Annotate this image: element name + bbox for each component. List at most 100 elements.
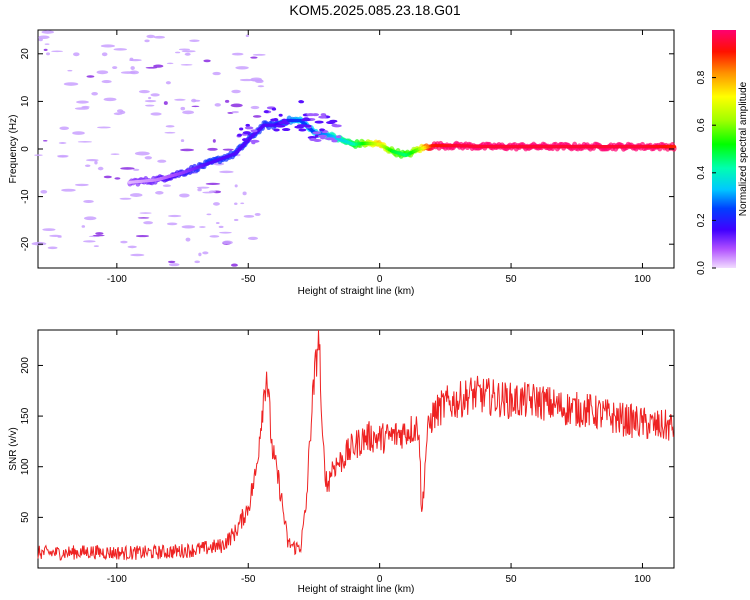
heatmap-noise-blob <box>231 110 239 114</box>
heatmap-noise-blob <box>175 51 181 54</box>
heatmap-noise-blob <box>214 103 221 107</box>
heatmap-noise-blob <box>93 245 99 248</box>
heatmap-noise-blob <box>212 71 221 76</box>
heatmap-noise-blob <box>166 62 174 65</box>
heatmap-scatter-cell <box>249 139 260 143</box>
heatmap-noise-blob <box>212 139 216 143</box>
heatmap-noise-blob <box>213 202 220 206</box>
heatmap-noise-blob <box>178 48 191 51</box>
heatmap-noise-blob <box>144 156 152 160</box>
x-tick-label: 100 <box>634 274 651 285</box>
heatmap-noise-blob <box>94 160 98 165</box>
heatmap-noise-blob <box>209 235 220 238</box>
heatmap-noise-blob <box>129 57 134 62</box>
heatmap-noise-blob <box>38 38 43 42</box>
heatmap-noise-blob <box>155 191 164 195</box>
heatmap-noise-blob <box>129 193 143 197</box>
heatmap-noise-blob <box>180 148 194 152</box>
heatmap-noise-blob <box>133 168 140 171</box>
heatmap-noise-blob <box>184 52 191 56</box>
heatmap-noise-blob <box>243 215 255 218</box>
heatmap-noise-blob <box>182 110 195 115</box>
heatmap-noise-blob <box>222 240 233 245</box>
heatmap-noise-blob <box>40 189 48 194</box>
heatmap-noise-blob <box>112 66 118 70</box>
heatmap-noise-blob <box>222 148 234 151</box>
heatmap-noise-blob <box>77 141 92 143</box>
y-tick-label: 20 <box>20 48 31 60</box>
colorbar-tick-label: 0.2 <box>696 213 707 227</box>
heatmap-noise-blob <box>145 66 158 69</box>
spectrogram-x-label: Height of straight line (km) <box>298 286 415 297</box>
colorbar-ticks: 0.0 0.2 0.4 0.6 0.8 <box>696 70 716 275</box>
heatmap-noise-blob <box>110 153 120 156</box>
heatmap-scatter-cell <box>273 128 280 132</box>
heatmap-scatter-cell <box>250 129 258 133</box>
heatmap-noise-blob <box>101 80 112 84</box>
heatmap-noise-blob <box>101 52 108 57</box>
heatmap-noise-blob <box>143 221 154 225</box>
heatmap-noise-blob <box>257 85 265 88</box>
heatmap-noise-blob <box>92 234 105 237</box>
heatmap-noise-blob <box>180 139 185 143</box>
chart-title: KOM5.2025.085.23.18.G01 <box>289 2 461 18</box>
heatmap-noise-blob <box>191 98 197 103</box>
heatmap-scatter-cell <box>237 133 243 137</box>
heatmap-noise-blob <box>234 202 238 205</box>
heatmap-noise-blob <box>215 221 220 225</box>
heatmap-noise-blob <box>166 222 178 226</box>
x-tick-label: -50 <box>241 574 256 585</box>
heatmap-scatter-cell <box>271 107 277 111</box>
heatmap-scatter-cell <box>320 113 327 117</box>
heatmap-noise-blob <box>247 236 259 241</box>
heatmap-noise-blob <box>138 89 150 94</box>
heatmap-noise-blob <box>38 35 50 39</box>
heatmap-noise-blob <box>139 212 152 214</box>
snr-series-line <box>37 329 675 561</box>
heatmap-noise-blob <box>119 197 132 200</box>
heatmap-noise-blob <box>129 70 140 75</box>
heatmap-scatter-cell <box>239 127 244 131</box>
heatmap-scatter-cell <box>281 128 291 132</box>
heatmap-noise-blob <box>150 93 160 97</box>
heatmap-noise-blob <box>144 99 157 103</box>
heatmap-scatter-cell <box>270 118 279 122</box>
colorbar-tick-label: 0.6 <box>696 118 707 132</box>
heatmap-scatter-cell <box>263 110 269 114</box>
heatmap-noise-blob <box>254 212 261 216</box>
heatmap-noise-blob <box>146 34 156 39</box>
heatmap-noise-blob <box>83 240 96 243</box>
y-tick-label: 100 <box>20 458 31 475</box>
heatmap-noise-blob <box>235 66 249 70</box>
heatmap-noise-blob <box>119 110 126 114</box>
heatmap-noise-blob <box>100 44 115 48</box>
heatmap-scatter-cell <box>242 131 251 135</box>
heatmap-noise-blob <box>153 64 164 68</box>
heatmap-scatter-cell <box>245 123 250 127</box>
heatmap-scatter-cell <box>312 131 322 135</box>
heatmap-noise-blob <box>224 99 230 103</box>
heatmap-noise-blob <box>130 253 145 257</box>
heatmap-noise-blob <box>120 240 128 244</box>
heatmap-noise-blob <box>180 64 193 66</box>
heatmap-noise-blob <box>74 107 90 110</box>
heatmap-noise-blob <box>83 216 97 221</box>
spectrogram-y-ticks: -20 -10 0 10 20 <box>20 48 674 251</box>
y-tick-label: 200 <box>20 357 31 374</box>
heatmap-noise-blob <box>114 177 121 180</box>
heatmap-noise-blob <box>189 39 200 42</box>
heatmap-noise-blob <box>120 167 135 170</box>
heatmap-noise-blob <box>179 193 190 198</box>
snr-y-ticks: 50 100 150 200 <box>20 357 674 523</box>
heatmap-scatter-cell <box>331 123 338 127</box>
heatmap-noise-blob <box>202 251 209 255</box>
heatmap-noise-blob <box>199 226 206 228</box>
heatmap-noise-blob <box>73 52 80 57</box>
heatmap-noise-blob <box>130 66 135 70</box>
heatmap-noise-blob <box>168 263 180 267</box>
colorbar-tick-label: 0.8 <box>696 70 707 84</box>
colorbar-gradient <box>712 30 736 268</box>
x-tick-label: 0 <box>377 574 383 585</box>
